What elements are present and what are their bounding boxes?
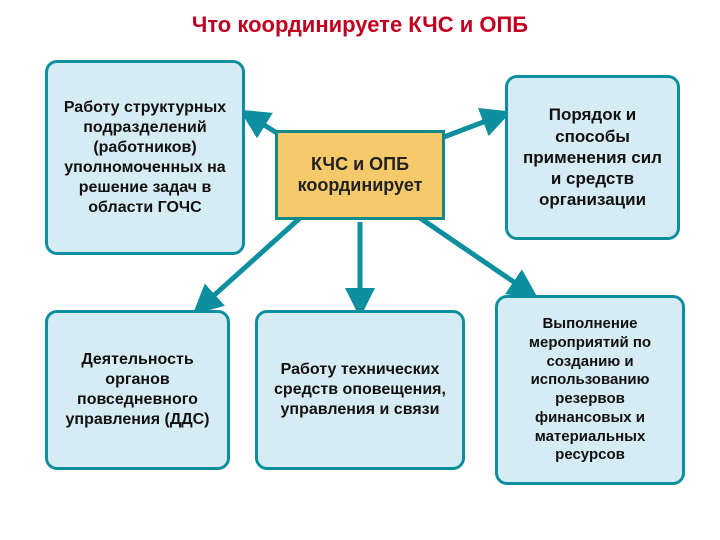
node-bottom-right: Выполнение мероприятий по созданию и исп… (495, 295, 685, 485)
node-label: Порядок и способы применения сил и средс… (516, 104, 669, 210)
node-label: Работу технических средств оповещения, у… (266, 360, 454, 420)
diagram-stage: Что координируете КЧС и ОПБ КЧС и ОПБ ко… (0, 0, 720, 540)
node-label: Работу структурных подразделений (работн… (56, 98, 234, 218)
center-node: КЧС и ОПБ координирует (275, 130, 445, 220)
page-title: Что координируете КЧС и ОПБ (0, 12, 720, 38)
node-top-left: Работу структурных подразделений (работн… (45, 60, 245, 255)
node-bottom-left: Деятельность органов повседневного управ… (45, 310, 230, 470)
center-node-label: КЧС и ОПБ координирует (284, 154, 436, 196)
node-bottom-center: Работу технических средств оповещения, у… (255, 310, 465, 470)
node-label: Деятельность органов повседневного управ… (56, 350, 219, 430)
node-label: Выполнение мероприятий по созданию и исп… (506, 315, 674, 465)
node-top-right: Порядок и способы применения сил и средс… (505, 75, 680, 240)
